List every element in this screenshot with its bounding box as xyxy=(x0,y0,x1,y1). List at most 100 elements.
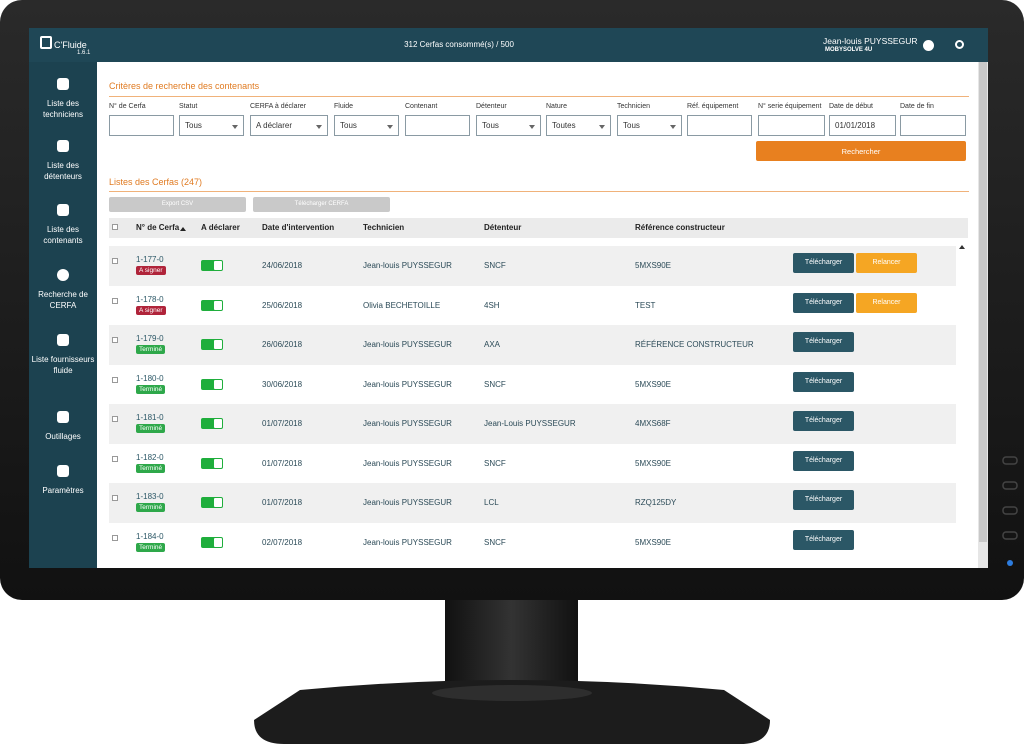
cell: 4SH xyxy=(484,300,500,310)
row-checkbox[interactable] xyxy=(112,495,118,501)
list-button[interactable]: Export CSV xyxy=(109,197,246,212)
list-title: Listes des Cerfas (247) xyxy=(109,177,203,187)
help-icon[interactable] xyxy=(923,40,934,51)
cerfa-id[interactable]: 1-181-0 xyxy=(136,413,164,422)
menu-icon[interactable] xyxy=(57,334,69,346)
column-header[interactable]: Référence constructeur xyxy=(635,223,725,232)
field-input[interactable] xyxy=(109,115,174,136)
menu-icon[interactable] xyxy=(57,140,69,152)
cerfa-id[interactable]: 1-178-0 xyxy=(136,294,164,304)
field-input[interactable]: Tous xyxy=(334,115,399,136)
field-input[interactable]: Toutes xyxy=(546,115,611,136)
row-checkbox[interactable] xyxy=(112,416,118,422)
cell: RZQ125DY xyxy=(635,498,677,507)
menu-item[interactable]: Liste des détenteurs xyxy=(44,161,82,181)
menu-icon[interactable] xyxy=(57,78,69,90)
menu-item[interactable]: Recherche de CERFA xyxy=(38,290,88,310)
column-header[interactable]: N° de Cerfa xyxy=(136,223,180,232)
column-header[interactable]: A déclarer xyxy=(201,223,240,232)
toggle[interactable] xyxy=(201,378,223,390)
field-input[interactable] xyxy=(758,115,825,136)
header-checkbox[interactable] xyxy=(112,224,118,230)
action-button[interactable]: Télécharger xyxy=(793,490,854,510)
field-input[interactable]: Tous xyxy=(617,115,682,136)
cerfa-id[interactable]: 1-180-0 xyxy=(136,373,164,383)
cerfa-id[interactable]: 1-179-0 xyxy=(136,334,164,343)
user-name: Jean-louis PUYSSEGUR xyxy=(823,36,918,46)
field-input[interactable] xyxy=(405,115,470,136)
menu-item[interactable]: Liste des contenants xyxy=(43,225,83,245)
action-button[interactable]: Télécharger xyxy=(793,371,854,392)
field-input[interactable]: Tous xyxy=(476,115,541,136)
toggle[interactable] xyxy=(201,536,223,548)
row-checkbox[interactable] xyxy=(112,455,118,462)
row-checkbox[interactable] xyxy=(112,258,118,264)
menu-item[interactable]: Liste fournisseurs fluide xyxy=(31,355,95,375)
field-label: CERFA à déclarer xyxy=(250,103,307,110)
field-input[interactable] xyxy=(687,115,752,136)
app-name: C'Fluide xyxy=(54,40,87,50)
monitor-buttons xyxy=(1002,456,1018,540)
cerfa-id[interactable]: 1-182-0 xyxy=(136,452,164,462)
toggle[interactable] xyxy=(201,339,223,350)
toggle[interactable] xyxy=(201,457,223,469)
action-button[interactable]: Télécharger xyxy=(793,529,854,550)
row-checkbox[interactable] xyxy=(112,534,118,541)
cerfa-id[interactable]: 1-184-0 xyxy=(136,531,164,541)
stand-joint xyxy=(432,685,592,701)
field-input[interactable]: Tous xyxy=(179,115,244,136)
field-label: Statut xyxy=(179,103,198,110)
menu-item[interactable]: Paramètres xyxy=(42,486,84,495)
cell: SNCF xyxy=(484,537,506,547)
stand-neck xyxy=(445,598,578,690)
toggle-knob xyxy=(214,379,222,389)
action-button[interactable]: Relancer xyxy=(856,292,917,313)
cell: 25/06/2018 xyxy=(262,300,303,310)
field-input[interactable]: 01/01/2018 xyxy=(829,115,896,136)
menu-icon[interactable] xyxy=(57,204,69,216)
toggle-knob xyxy=(214,537,222,547)
menu-icon[interactable] xyxy=(57,465,69,477)
menu-item[interactable]: Outillages xyxy=(45,432,81,441)
action-button[interactable]: Télécharger xyxy=(793,450,854,471)
action-button[interactable]: Relancer xyxy=(856,253,917,273)
row-checkbox[interactable] xyxy=(112,297,118,304)
cell: Jean-louis PUYSSEGUR xyxy=(363,458,452,468)
column-header[interactable]: Technicien xyxy=(363,223,405,232)
field-input[interactable] xyxy=(900,115,966,136)
cell: SNCF xyxy=(484,379,506,389)
cell: 5MXS90E xyxy=(635,261,672,270)
cerfa-id[interactable]: 1-177-0 xyxy=(136,255,164,264)
content: Critères de recherche des contenants N° d… xyxy=(97,62,978,568)
menu-item[interactable]: Liste des techniciens xyxy=(42,99,84,119)
cerfa-id[interactable]: 1-183-0 xyxy=(136,492,164,501)
app-version: 1.6.1 xyxy=(77,50,91,56)
action-button[interactable]: Télécharger xyxy=(793,411,854,431)
menu-icon[interactable] xyxy=(57,269,69,281)
search-button[interactable]: Rechercher xyxy=(756,141,966,161)
column-header[interactable]: Date d'intervention xyxy=(262,223,335,232)
toggle[interactable] xyxy=(201,497,223,508)
action-button[interactable]: Télécharger xyxy=(793,292,854,313)
list-button[interactable]: Télécharger CERFA xyxy=(253,197,390,212)
action-button[interactable]: Télécharger xyxy=(793,253,854,273)
cell: SNCF xyxy=(484,261,506,270)
field-label: Fluide xyxy=(334,103,354,110)
field-input[interactable]: A déclarer xyxy=(250,115,328,136)
toggle[interactable] xyxy=(201,299,223,311)
menu-icon[interactable] xyxy=(57,411,69,423)
cell: Jean-louis PUYSSEGUR xyxy=(363,261,452,270)
toggle-knob xyxy=(214,498,222,507)
row-checkbox[interactable] xyxy=(112,337,118,343)
action-button[interactable]: Télécharger xyxy=(793,332,854,352)
toggle[interactable] xyxy=(201,260,223,271)
cell: AXA xyxy=(484,340,501,349)
toggle[interactable] xyxy=(201,418,223,429)
row-checkbox[interactable] xyxy=(112,376,118,383)
column-header[interactable]: Détenteur xyxy=(484,223,522,232)
status-badge: Terminé xyxy=(136,542,166,552)
cell: SNCF xyxy=(484,458,506,468)
power-icon[interactable] xyxy=(955,40,964,49)
field-label: Contenant xyxy=(405,103,438,110)
